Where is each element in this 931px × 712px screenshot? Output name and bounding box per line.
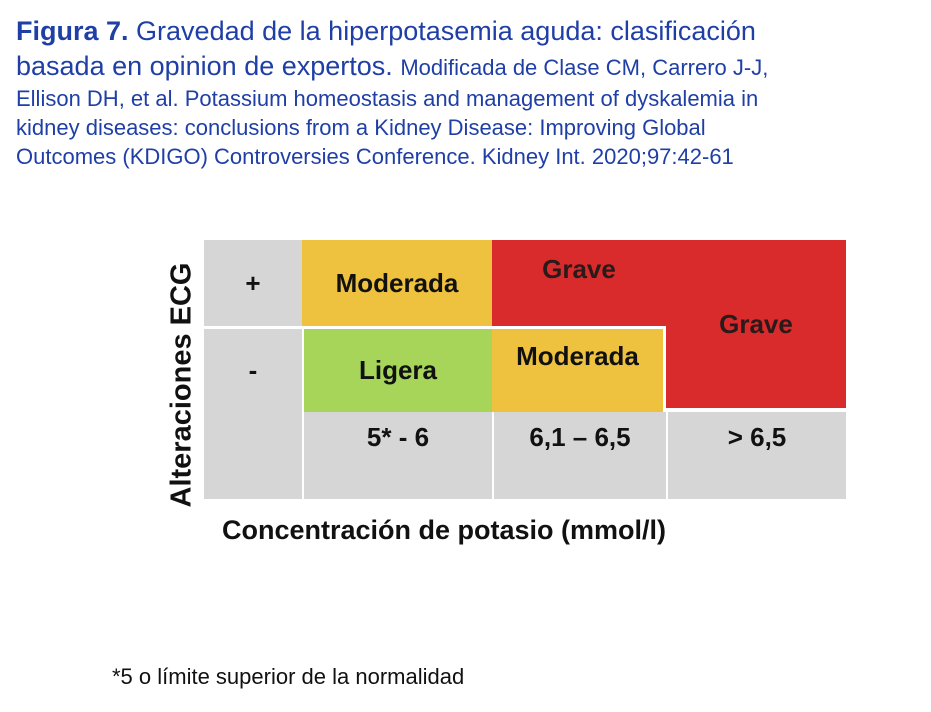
reference-line-4: Outcomes (KDIGO) Controversies Conferenc… [16, 144, 734, 169]
column-label-mid: 6,1 – 6,5 [492, 412, 666, 499]
severity-matrix: + Moderada Grave Grave - Ligera Moderada… [204, 240, 846, 499]
caption-line-2: basada en opinion de expertos. Modificad… [16, 50, 921, 84]
y-axis-label-container: Alteraciones ECG [165, 250, 198, 520]
caption-line-1: Figura 7. Gravedad de la hiperpotasemia … [16, 12, 921, 50]
reference-part-1: Modificada de Clase CM, Carrero J-J, [400, 55, 769, 80]
footnote: *5 o límite superior de la normalidad [112, 664, 465, 689]
figure-title-part-2: basada en opinion de expertos. [16, 51, 393, 81]
row-label-negative: - [204, 326, 302, 412]
cell-negative-moderate: Moderada [492, 326, 666, 412]
corner-cell [204, 412, 302, 499]
reference-line-3: kidney diseases: conclusions from a Kidn… [16, 115, 706, 140]
cell-positive-severe: Grave [492, 240, 666, 326]
figure-title-part-1: Gravedad de la hiperpotasemia aguda: cla… [136, 16, 756, 46]
column-label-high: > 6,5 [666, 412, 846, 499]
row-label-positive: + [204, 240, 302, 326]
cell-high-severe-merged: Grave [666, 240, 846, 411]
figure-label: Figura 7. [16, 16, 129, 46]
cell-negative-mild: Ligera [302, 326, 492, 412]
y-axis-label: Alteraciones ECG [165, 262, 198, 508]
cell-positive-moderate: Moderada [302, 240, 492, 326]
reference-line-2: Ellison DH, et al. Potassium homeostasis… [16, 86, 759, 111]
x-axis-label: Concentración de potasio (mmol/l) [222, 515, 667, 545]
figure-caption: Figura 7. Gravedad de la hiperpotasemia … [16, 12, 921, 171]
column-label-low: 5* - 6 [302, 412, 492, 499]
